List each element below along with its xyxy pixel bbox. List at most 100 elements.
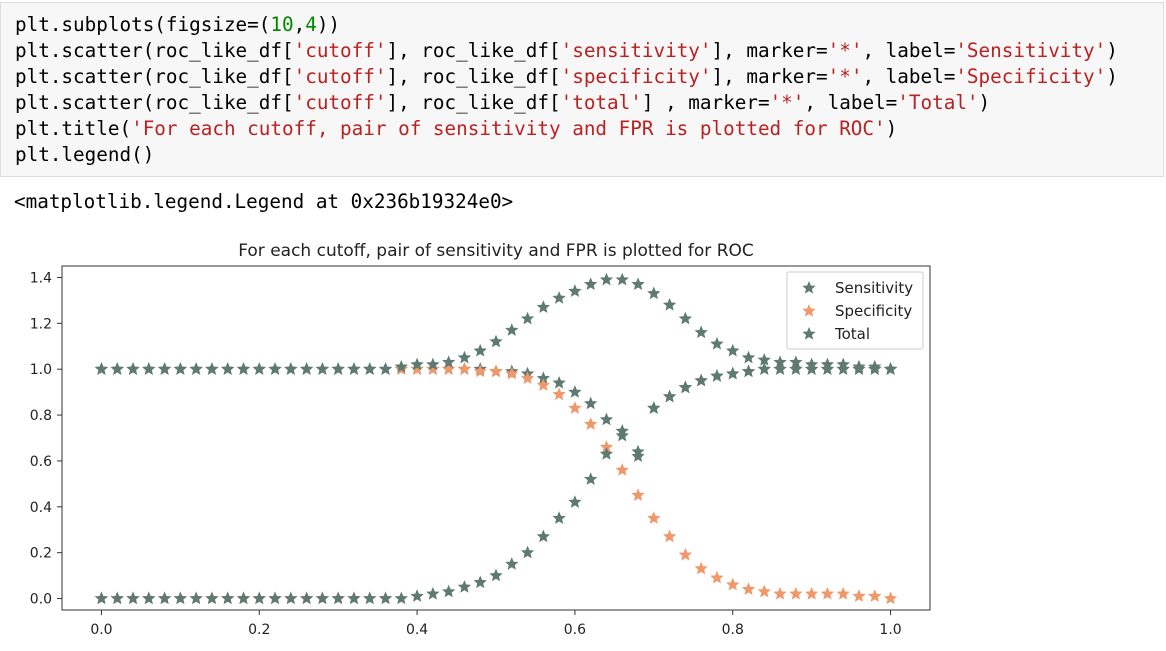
data-point [741,350,756,364]
series-total [94,272,898,375]
legend-label: Total [834,325,870,343]
data-point [804,586,819,600]
data-point [363,362,377,375]
data-point [757,362,771,375]
data-point [647,286,661,300]
code-line: plt.scatter(roc_like_df['cutoff'], roc_l… [15,38,1163,64]
data-point [520,371,535,385]
data-point [410,589,424,602]
data-point [584,277,598,290]
code-token: 4 [305,13,317,36]
data-point [315,362,330,375]
code-token: plt.scatter(roc_like_df[ [15,65,294,88]
data-point [678,311,693,325]
code-token: , label= [862,39,956,62]
data-point [599,272,614,286]
data-point [599,412,614,426]
code-line: plt.subplots(figsize=(10,4)) [15,12,1163,38]
data-point [852,589,866,602]
plot-frame [61,265,931,611]
data-point [836,586,850,600]
data-point [820,362,835,375]
code-token: ], marker= [711,39,828,62]
data-point [773,586,787,600]
data-point [820,586,835,600]
data-point [694,325,708,339]
code-token: '*' [827,65,863,88]
code-token: 'specificity' [560,65,712,88]
data-point [757,584,771,598]
code-token: ) [978,91,991,114]
data-point [741,582,756,596]
data-point [489,334,503,348]
data-point [552,291,566,304]
data-point [410,362,424,375]
code-token: 'total' [560,91,642,114]
data-point [536,378,550,391]
data-point [363,591,377,605]
data-point [110,362,124,375]
data-point [662,298,677,311]
code-token: plt.legend() [15,143,155,166]
series-sensitivity [94,362,898,458]
data-point [268,591,282,605]
data-point [726,577,740,591]
data-point [789,586,803,600]
data-point [552,387,566,401]
data-point [442,362,456,375]
y-tick-label: 0.2 [30,546,52,562]
code-line: plt.title('For each cutoff, pair of sens… [15,116,1163,142]
data-point [552,511,566,524]
code-token: ) [1106,39,1118,62]
data-point [236,362,251,375]
legend-label: Specificity [835,302,912,320]
data-point [789,362,803,375]
data-point [678,380,693,394]
data-point [189,591,203,605]
legend-marker [802,327,816,340]
data-point [236,591,251,605]
data-point [615,272,629,286]
data-point [331,362,345,375]
data-point [741,364,756,378]
data-point [505,557,519,570]
data-point [710,369,724,382]
data-point [410,357,424,371]
data-point [710,570,724,584]
data-point [394,359,408,373]
data-point [347,591,361,605]
code-token: 'cutoff' [293,39,387,62]
data-point [520,545,535,559]
code-token: 'cutoff' [293,91,387,114]
code-line: plt.scatter(roc_like_df['cutoff'], roc_l… [15,64,1163,90]
data-point [473,575,487,589]
code-token: 'Total' [897,91,979,114]
data-point [473,343,487,357]
data-point [347,362,361,375]
data-point [142,591,156,605]
code-editor[interactable]: plt.subplots(figsize=(10,4)) plt.scatter(… [15,12,1163,168]
x-tick-label: 0.6 [564,622,586,638]
data-point [110,591,124,605]
y-tick-label: 1.4 [30,270,52,286]
data-point [536,300,550,313]
x-tick-label: 0.2 [248,622,270,638]
data-point [426,586,440,600]
data-point [584,417,598,430]
data-point [205,362,219,375]
data-point [615,428,629,442]
code-token: 'Specificity' [955,65,1107,88]
code-cell[interactable]: plt.subplots(figsize=(10,4)) plt.scatter(… [0,2,1164,177]
x-tick-label: 0.4 [406,622,428,638]
data-point [284,591,298,605]
data-point [568,495,582,508]
code-token: plt.title( [15,117,132,140]
data-point [694,561,708,575]
code-token: , label= [804,91,898,114]
data-point [536,529,550,543]
data-point [252,362,266,375]
y-tick-label: 0.8 [30,408,52,424]
code-token: '*' [827,39,863,62]
data-point [647,511,661,524]
data-point [505,366,519,380]
